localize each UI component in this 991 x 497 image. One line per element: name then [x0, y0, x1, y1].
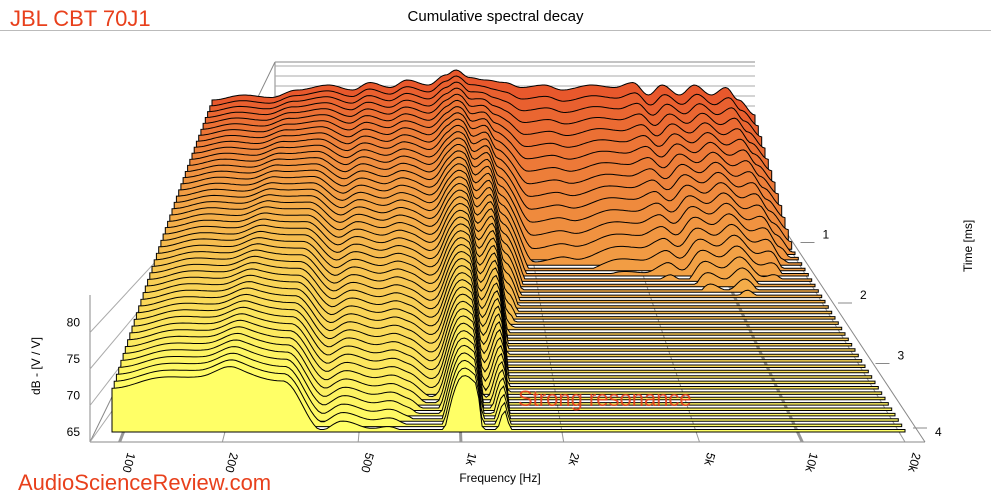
x-tick-label: 2k [565, 451, 582, 468]
y-tick-label: 65 [67, 425, 81, 439]
title-divider [0, 30, 991, 31]
x-tick-label: 5k [701, 451, 718, 468]
x-tick-label: 200 [222, 451, 241, 474]
x-tick-label: 500 [358, 451, 377, 474]
decay-slice [118, 346, 896, 417]
y-tick-label: 75 [67, 352, 81, 366]
x-tick-label: 20k [905, 451, 924, 474]
y-tick-label: 80 [67, 316, 81, 330]
annotation-strong-resonance: Strong resonance [518, 386, 692, 411]
decay-slice [120, 339, 893, 411]
x-axis-label: Frequency [Hz] [459, 471, 540, 485]
x-tick-label: 100 [119, 451, 138, 474]
chart-title: Cumulative spectral decay [407, 8, 584, 25]
y-tick-label: 70 [67, 389, 81, 403]
time-tick-label: 4 [935, 425, 942, 439]
y-axis-label: dB - [V / V] [29, 337, 43, 395]
time-tick-label: 2 [860, 288, 867, 302]
decay-slice [111, 366, 906, 433]
time-axis-label: Time [ms] [961, 220, 975, 272]
watermark: AudioScienceReview.com [18, 470, 272, 495]
time-tick-label: 3 [898, 349, 905, 363]
brand-label: JBL CBT 70J1 [10, 6, 151, 31]
x-tick-label: 1k [462, 451, 479, 468]
x-tick-label: 10k [802, 451, 821, 474]
time-tick-label: 1 [823, 228, 830, 242]
decay-slice [115, 352, 899, 422]
